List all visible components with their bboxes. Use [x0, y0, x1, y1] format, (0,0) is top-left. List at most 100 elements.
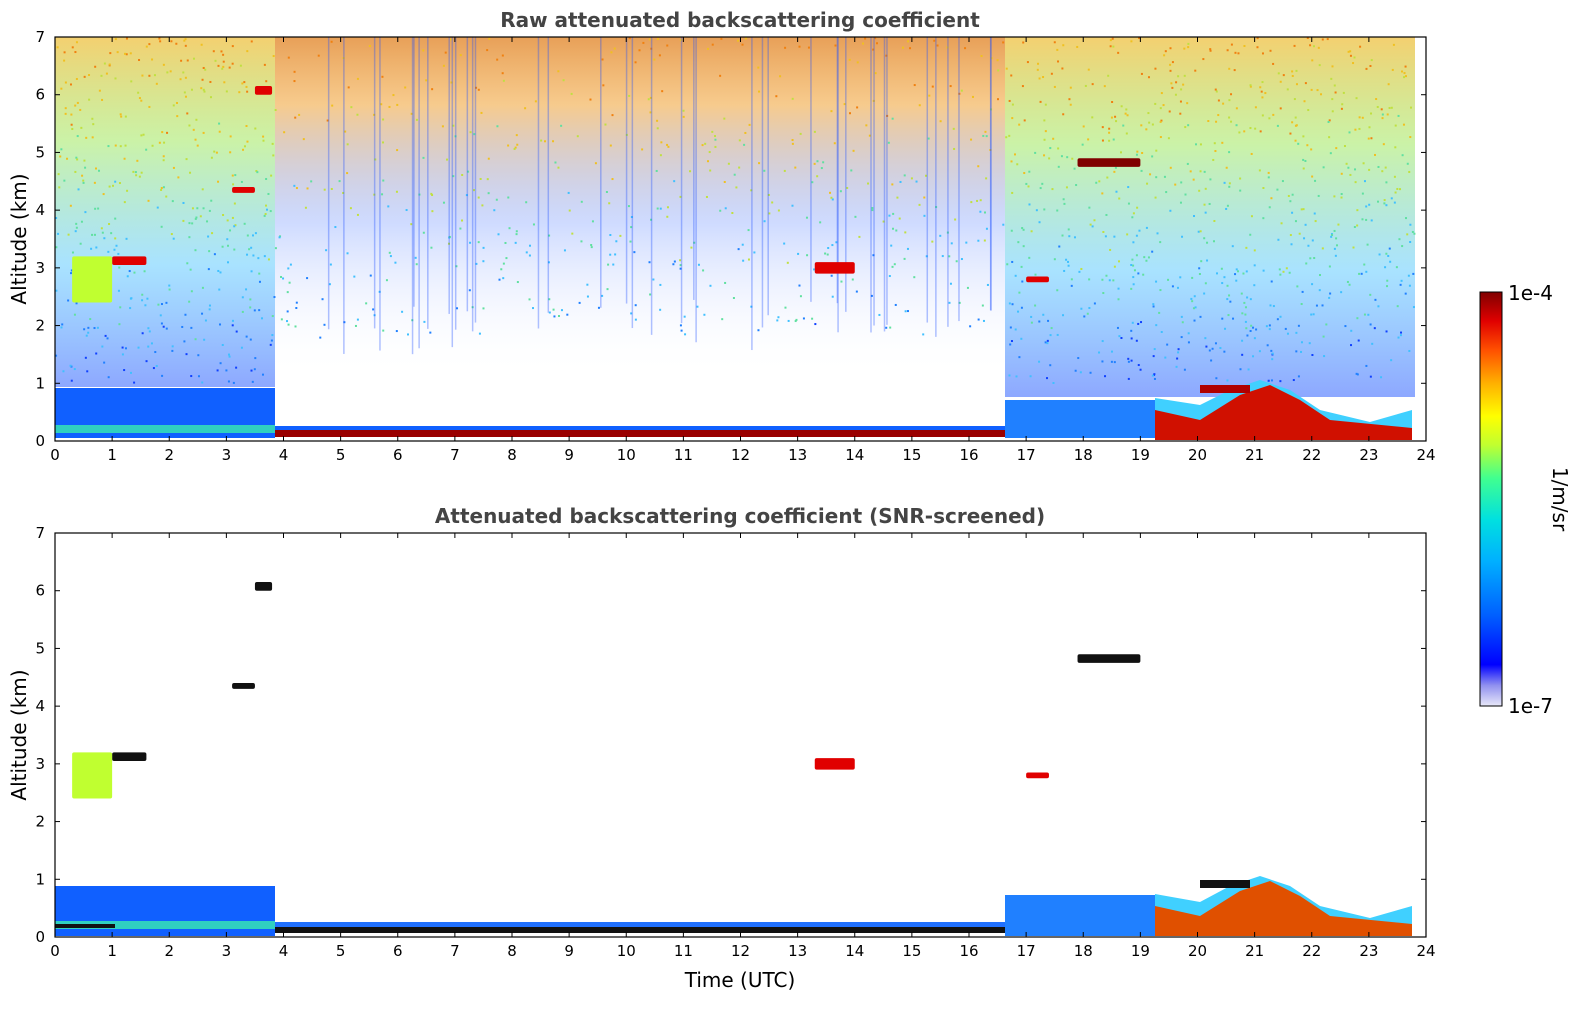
y-tick-label: 2 — [35, 317, 45, 335]
x-tick-label: 17 — [1017, 446, 1036, 464]
x-tick-label: 0 — [50, 446, 60, 464]
x-tick-label: 3 — [222, 942, 232, 960]
cloud-mark — [72, 752, 113, 799]
x-tick-label: 4 — [279, 942, 289, 960]
chart-title-snr: Attenuated backscattering coefficient (S… — [435, 504, 1045, 528]
x-tick-label: 16 — [959, 446, 978, 464]
y-tick-label: 4 — [35, 697, 45, 715]
x-tick-label: 2 — [164, 942, 174, 960]
x-tick-label: 24 — [1416, 446, 1435, 464]
colorbar: 1e-4 1e-7 1/m/sr — [1479, 281, 1572, 718]
y-tick-label: 6 — [35, 582, 45, 600]
cloud-mark — [232, 187, 255, 193]
x-tick-label: 6 — [393, 942, 403, 960]
cloud-mark — [232, 683, 255, 689]
cloud-mark — [254, 86, 273, 95]
cloud-mark — [814, 262, 855, 274]
surface-layer-day — [275, 430, 1005, 437]
colorbar-min-label: 1e-7 — [1508, 694, 1553, 718]
x-tick-label: 24 — [1416, 942, 1435, 960]
colorbar-gradient — [1479, 291, 1503, 707]
snr-cloud-layers — [72, 582, 1141, 799]
y-tick-label: 1 — [35, 870, 45, 888]
y-tick-label: 1 — [35, 374, 45, 392]
snr-screened-panel: Attenuated backscattering coefficient (S… — [7, 504, 1436, 992]
y-tick-label: 4 — [35, 201, 45, 219]
x-tick-label: 23 — [1359, 446, 1378, 464]
snr-axes: 0 1 2 3 4 5 6 7 8 9 10 11 12 13 14 15 16 17 18 19 20 21 22 23 24… — [35, 524, 1435, 960]
x-tick-label: 14 — [845, 942, 864, 960]
cloud-mark — [254, 582, 273, 591]
x-tick-label: 2 — [164, 446, 174, 464]
x-tick-label: 8 — [507, 446, 517, 464]
x-tick-label: 23 — [1359, 942, 1378, 960]
x-tick-label: 1 — [107, 942, 117, 960]
cloud-mark — [814, 758, 855, 770]
colorbar-unit-label: 1/m/sr — [1548, 467, 1572, 532]
x-tick-label: 4 — [279, 446, 289, 464]
x-tick-label: 21 — [1245, 942, 1264, 960]
y-tick-label: 3 — [35, 755, 45, 773]
x-tick-label: 18 — [1074, 446, 1093, 464]
x-tick-label: 1 — [107, 446, 117, 464]
x-tick-label: 10 — [617, 446, 636, 464]
y-tick-label: 3 — [35, 259, 45, 277]
y-axis-label-raw: Altitude (km) — [7, 173, 31, 304]
x-tick-label: 10 — [617, 942, 636, 960]
cloud-mark — [112, 256, 147, 265]
raw-axes: 0 1 2 3 4 5 6 7 8 9 10 11 12 13 14 15 16 17 18 19 20 21 22 23 24… — [35, 28, 1435, 464]
cloud-mark — [72, 256, 113, 303]
x-tick-label: 3 — [222, 446, 232, 464]
x-tick-label: 6 — [393, 446, 403, 464]
x-tick-label: 7 — [450, 446, 460, 464]
y-tick-label: 0 — [35, 928, 45, 946]
x-tick-label: 16 — [959, 942, 978, 960]
y-tick-label: 5 — [35, 639, 45, 657]
x-tick-label: 11 — [674, 942, 693, 960]
cloud-mark — [1077, 158, 1141, 167]
x-tick-label: 21 — [1245, 446, 1264, 464]
y-tick-label: 0 — [35, 432, 45, 450]
x-tick-label: 13 — [788, 446, 807, 464]
x-tick-label: 9 — [564, 446, 574, 464]
x-tick-label: 13 — [788, 942, 807, 960]
raw-noise-speckle — [55, 37, 1416, 384]
surface-layer-day-snr — [275, 927, 1005, 933]
x-tick-label: 5 — [336, 942, 346, 960]
cloud-mark — [1026, 772, 1049, 779]
x-tick-label: 20 — [1188, 446, 1207, 464]
x-tick-label: 22 — [1302, 942, 1321, 960]
x-tick-label: 9 — [564, 942, 574, 960]
x-tick-label: 19 — [1131, 446, 1150, 464]
x-tick-label: 5 — [336, 446, 346, 464]
x-tick-label: 0 — [50, 942, 60, 960]
cloud-mark — [112, 752, 147, 761]
x-axis-label: Time (UTC) — [684, 968, 796, 992]
colorbar-max-label: 1e-4 — [1508, 281, 1553, 305]
y-axis-label-snr: Altitude (km) — [7, 669, 31, 800]
x-tick-label: 22 — [1302, 446, 1321, 464]
y-tick-label: 7 — [35, 524, 45, 542]
x-tick-label: 11 — [674, 446, 693, 464]
raw-backscatter-panel: Raw attenuated backscattering coefficien… — [7, 8, 1436, 464]
x-tick-label: 8 — [507, 942, 517, 960]
cloud-mark — [1026, 276, 1049, 283]
y-tick-label: 6 — [35, 86, 45, 104]
y-tick-label: 7 — [35, 28, 45, 46]
chart-title-raw: Raw attenuated backscattering coefficien… — [500, 8, 980, 32]
x-tick-label: 12 — [731, 942, 750, 960]
raw-cloud-layers — [72, 86, 1141, 303]
y-tick-label: 5 — [35, 143, 45, 161]
x-tick-label: 12 — [731, 446, 750, 464]
y-tick-label: 2 — [35, 813, 45, 831]
x-tick-label: 19 — [1131, 942, 1150, 960]
x-tick-label: 14 — [845, 446, 864, 464]
x-tick-label: 15 — [902, 942, 921, 960]
x-tick-label: 15 — [902, 446, 921, 464]
x-tick-label: 20 — [1188, 942, 1207, 960]
x-tick-label: 18 — [1074, 942, 1093, 960]
cloud-mark — [1077, 654, 1141, 663]
x-tick-label: 7 — [450, 942, 460, 960]
x-tick-label: 17 — [1017, 942, 1036, 960]
